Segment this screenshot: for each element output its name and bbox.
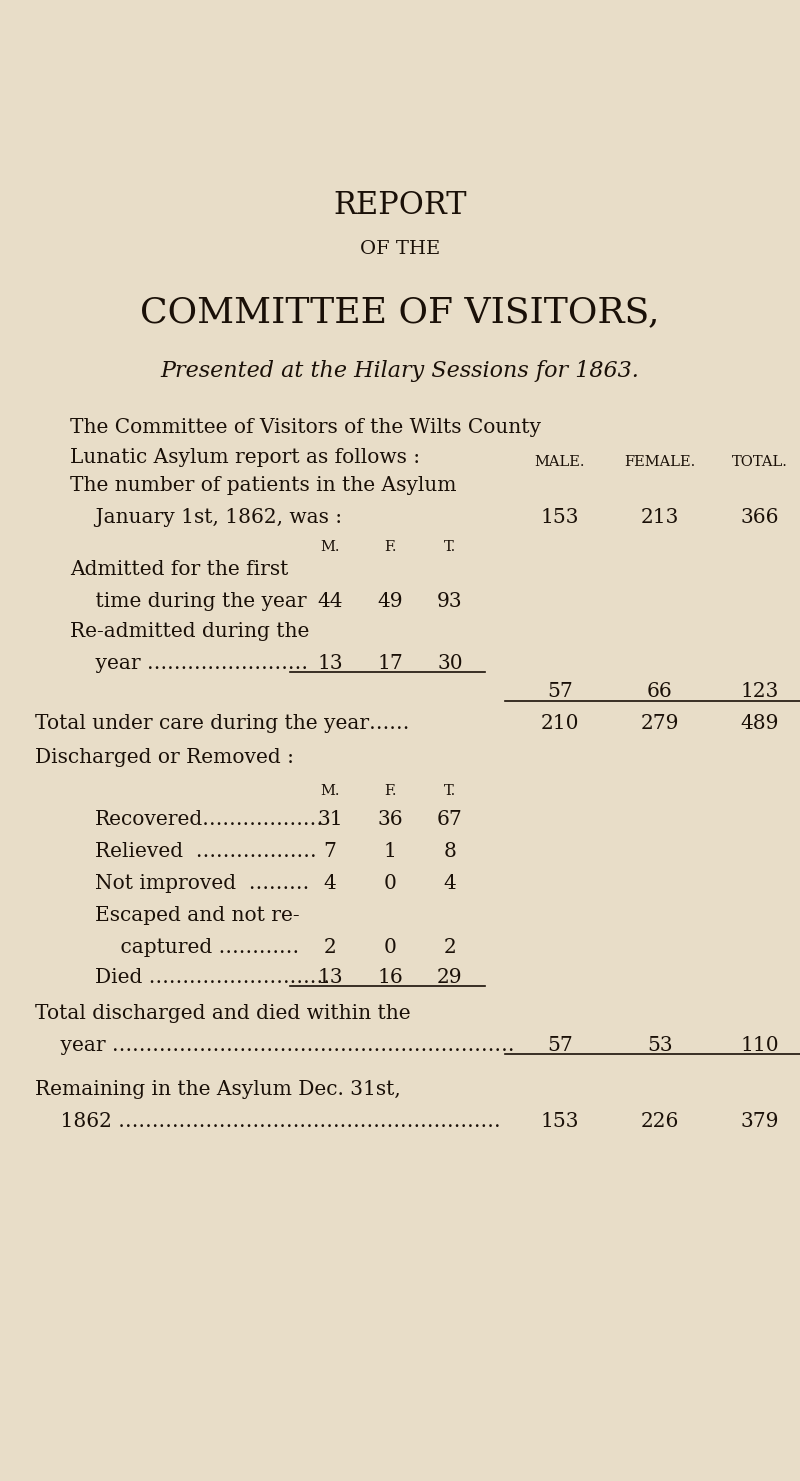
Text: 7: 7 bbox=[323, 843, 337, 860]
Text: 30: 30 bbox=[437, 655, 463, 672]
Text: 213: 213 bbox=[641, 508, 679, 527]
Text: year ……………………………………………………: year …………………………………………………… bbox=[35, 1037, 514, 1054]
Text: The Committee of Visitors of the Wilts County: The Committee of Visitors of the Wilts C… bbox=[70, 418, 541, 437]
Text: M.: M. bbox=[320, 783, 340, 798]
Text: year ……………………: year …………………… bbox=[70, 655, 308, 672]
Text: 2: 2 bbox=[324, 937, 336, 957]
Text: 379: 379 bbox=[741, 1112, 779, 1131]
Text: 366: 366 bbox=[741, 508, 779, 527]
Text: 226: 226 bbox=[641, 1112, 679, 1131]
Text: OF THE: OF THE bbox=[360, 240, 440, 258]
Text: 29: 29 bbox=[437, 969, 463, 986]
Text: F.: F. bbox=[384, 541, 396, 554]
Text: TOTAL.: TOTAL. bbox=[732, 455, 788, 469]
Text: COMMITTEE OF VISITORS,: COMMITTEE OF VISITORS, bbox=[140, 295, 660, 329]
Text: 4: 4 bbox=[444, 874, 456, 893]
Text: M.: M. bbox=[320, 541, 340, 554]
Text: Discharged or Removed :: Discharged or Removed : bbox=[35, 748, 294, 767]
Text: 57: 57 bbox=[547, 1037, 573, 1054]
Text: 123: 123 bbox=[741, 681, 779, 701]
Text: 31: 31 bbox=[317, 810, 343, 829]
Text: Not improved  ………: Not improved ……… bbox=[95, 874, 310, 893]
Text: FEMALE.: FEMALE. bbox=[624, 455, 696, 469]
Text: 279: 279 bbox=[641, 714, 679, 733]
Text: 13: 13 bbox=[317, 655, 343, 672]
Text: T.: T. bbox=[444, 541, 456, 554]
Text: Presented at the Hilary Sessions for 1863.: Presented at the Hilary Sessions for 186… bbox=[161, 360, 639, 382]
Text: Admitted for the first: Admitted for the first bbox=[70, 560, 288, 579]
Text: 8: 8 bbox=[443, 843, 457, 860]
Text: captured …………: captured ………… bbox=[95, 937, 299, 957]
Text: 0: 0 bbox=[383, 874, 397, 893]
Text: 489: 489 bbox=[741, 714, 779, 733]
Text: 153: 153 bbox=[541, 1112, 579, 1131]
Text: January 1st, 1862, was :: January 1st, 1862, was : bbox=[70, 508, 342, 527]
Text: time during the year: time during the year bbox=[70, 592, 306, 612]
Text: 210: 210 bbox=[541, 714, 579, 733]
Text: T.: T. bbox=[444, 783, 456, 798]
Text: Died ………………………: Died ……………………… bbox=[95, 969, 330, 986]
Text: 4: 4 bbox=[324, 874, 336, 893]
Text: Escaped and not re-: Escaped and not re- bbox=[95, 906, 300, 926]
Text: The number of patients in the Asylum: The number of patients in the Asylum bbox=[70, 475, 457, 495]
Text: 44: 44 bbox=[318, 592, 342, 612]
Text: 93: 93 bbox=[437, 592, 463, 612]
Text: 1: 1 bbox=[383, 843, 397, 860]
Text: F.: F. bbox=[384, 783, 396, 798]
Text: MALE.: MALE. bbox=[534, 455, 586, 469]
Text: Total under care during the year……: Total under care during the year…… bbox=[35, 714, 410, 733]
Text: Relieved  ………………: Relieved ……………… bbox=[95, 843, 317, 860]
Text: Lunatic Asylum report as follows :: Lunatic Asylum report as follows : bbox=[70, 447, 420, 467]
Text: 1862 …………………………………………………: 1862 ………………………………………………… bbox=[35, 1112, 501, 1131]
Text: Total discharged and died within the: Total discharged and died within the bbox=[35, 1004, 410, 1023]
Text: 153: 153 bbox=[541, 508, 579, 527]
Text: 16: 16 bbox=[377, 969, 403, 986]
Text: REPORT: REPORT bbox=[334, 190, 466, 221]
Text: 17: 17 bbox=[377, 655, 403, 672]
Text: Remaining in the Asylum Dec. 31st,: Remaining in the Asylum Dec. 31st, bbox=[35, 1080, 401, 1099]
Text: 2: 2 bbox=[444, 937, 456, 957]
Text: 67: 67 bbox=[437, 810, 463, 829]
Text: 13: 13 bbox=[317, 969, 343, 986]
Text: Recovered………………: Recovered……………… bbox=[95, 810, 324, 829]
Text: 66: 66 bbox=[647, 681, 673, 701]
Text: 57: 57 bbox=[547, 681, 573, 701]
Text: 110: 110 bbox=[741, 1037, 779, 1054]
Text: 53: 53 bbox=[647, 1037, 673, 1054]
Text: 49: 49 bbox=[377, 592, 403, 612]
Text: 36: 36 bbox=[377, 810, 403, 829]
Text: Re-admitted during the: Re-admitted during the bbox=[70, 622, 310, 641]
Text: 0: 0 bbox=[383, 937, 397, 957]
